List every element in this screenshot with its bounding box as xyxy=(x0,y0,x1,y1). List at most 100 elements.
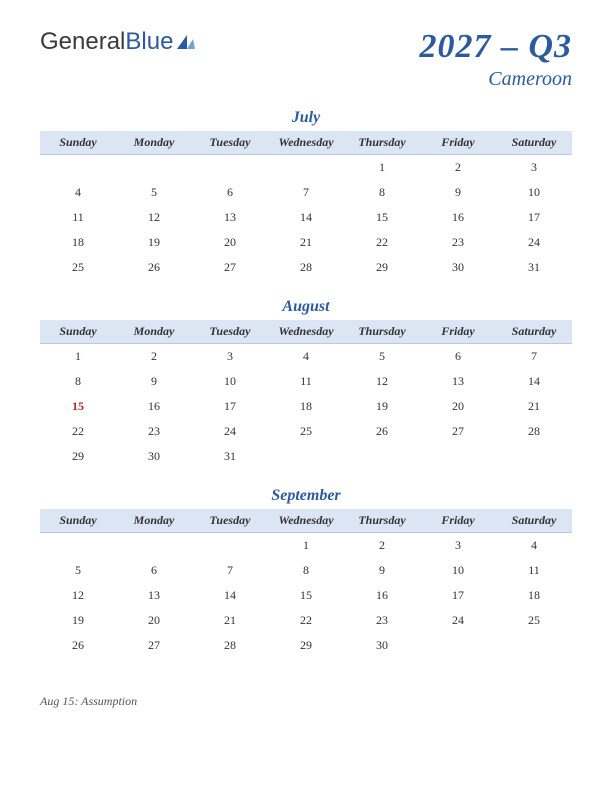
calendar-cell: 16 xyxy=(420,205,496,230)
calendar-row: 1234567 xyxy=(40,344,572,370)
calendar-cell: 29 xyxy=(344,255,420,280)
holiday-notes: Aug 15: Assumption xyxy=(0,676,612,727)
calendar-cell: 20 xyxy=(116,608,192,633)
calendar-cell: 1 xyxy=(40,344,116,370)
calendar-cell: 5 xyxy=(116,180,192,205)
calendar-cell: 8 xyxy=(268,558,344,583)
calendar-cell: 30 xyxy=(116,444,192,469)
day-header: Friday xyxy=(420,131,496,155)
day-header: Wednesday xyxy=(268,509,344,533)
calendar-cell: 29 xyxy=(268,633,344,658)
day-header: Thursday xyxy=(344,131,420,155)
calendar-cell: 15 xyxy=(344,205,420,230)
calendar-row: 891011121314 xyxy=(40,369,572,394)
header: GeneralBlue 2027 – Q3 Cameroon xyxy=(0,0,612,101)
calendar-row: 45678910 xyxy=(40,180,572,205)
calendar-cell xyxy=(116,533,192,559)
calendar-table: SundayMondayTuesdayWednesdayThursdayFrid… xyxy=(40,131,572,280)
calendar-cell: 30 xyxy=(344,633,420,658)
calendar-cell: 22 xyxy=(40,419,116,444)
calendar-cell xyxy=(420,444,496,469)
calendar-cell: 17 xyxy=(192,394,268,419)
calendar-cell: 30 xyxy=(420,255,496,280)
day-header: Saturday xyxy=(496,131,572,155)
calendar-row: 12131415161718 xyxy=(40,583,572,608)
month-block: AugustSundayMondayTuesdayWednesdayThursd… xyxy=(40,298,572,469)
calendar-cell: 22 xyxy=(344,230,420,255)
calendar-cell: 23 xyxy=(420,230,496,255)
calendar-row: 22232425262728 xyxy=(40,419,572,444)
calendar-cell: 28 xyxy=(268,255,344,280)
calendar-cell: 3 xyxy=(496,155,572,181)
calendar-cell: 18 xyxy=(40,230,116,255)
day-header: Saturday xyxy=(496,509,572,533)
calendar-table: SundayMondayTuesdayWednesdayThursdayFrid… xyxy=(40,320,572,469)
logo: GeneralBlue xyxy=(40,28,197,56)
calendar-cell: 17 xyxy=(420,583,496,608)
calendar-cell: 26 xyxy=(116,255,192,280)
calendar-cell: 1 xyxy=(344,155,420,181)
calendar-cell: 17 xyxy=(496,205,572,230)
calendar-row: 123 xyxy=(40,155,572,181)
calendar-cell xyxy=(496,444,572,469)
calendar-cell: 16 xyxy=(344,583,420,608)
calendar-cell: 21 xyxy=(192,608,268,633)
calendar-cell: 18 xyxy=(268,394,344,419)
months-container: JulySundayMondayTuesdayWednesdayThursday… xyxy=(0,101,612,658)
calendar-cell: 2 xyxy=(116,344,192,370)
calendar-cell: 11 xyxy=(268,369,344,394)
day-header: Friday xyxy=(420,509,496,533)
logo-text-2: Blue xyxy=(125,28,173,56)
calendar-cell: 4 xyxy=(268,344,344,370)
day-header: Sunday xyxy=(40,509,116,533)
calendar-cell: 31 xyxy=(192,444,268,469)
calendar-cell: 24 xyxy=(192,419,268,444)
calendar-cell: 12 xyxy=(344,369,420,394)
calendar-cell: 4 xyxy=(40,180,116,205)
calendar-cell xyxy=(420,633,496,658)
calendar-cell: 6 xyxy=(116,558,192,583)
calendar-cell: 21 xyxy=(268,230,344,255)
calendar-table: SundayMondayTuesdayWednesdayThursdayFrid… xyxy=(40,509,572,658)
day-header: Tuesday xyxy=(192,131,268,155)
month-block: JulySundayMondayTuesdayWednesdayThursday… xyxy=(40,109,572,280)
calendar-row: 11121314151617 xyxy=(40,205,572,230)
calendar-cell: 15 xyxy=(40,394,116,419)
calendar-cell: 9 xyxy=(344,558,420,583)
calendar-cell: 2 xyxy=(420,155,496,181)
logo-text-1: General xyxy=(40,28,125,56)
calendar-cell: 7 xyxy=(496,344,572,370)
calendar-cell: 11 xyxy=(496,558,572,583)
calendar-row: 19202122232425 xyxy=(40,608,572,633)
calendar-cell xyxy=(344,444,420,469)
title-block: 2027 – Q3 Cameroon xyxy=(419,28,572,91)
calendar-cell: 18 xyxy=(496,583,572,608)
calendar-cell: 20 xyxy=(192,230,268,255)
calendar-cell: 3 xyxy=(192,344,268,370)
day-header: Thursday xyxy=(344,509,420,533)
calendar-cell: 31 xyxy=(496,255,572,280)
calendar-cell: 10 xyxy=(496,180,572,205)
calendar-cell: 3 xyxy=(420,533,496,559)
calendar-row: 567891011 xyxy=(40,558,572,583)
calendar-cell: 27 xyxy=(420,419,496,444)
calendar-cell: 26 xyxy=(344,419,420,444)
calendar-cell: 16 xyxy=(116,394,192,419)
calendar-cell: 28 xyxy=(496,419,572,444)
day-header: Thursday xyxy=(344,320,420,344)
calendar-cell: 27 xyxy=(192,255,268,280)
month-block: SeptemberSundayMondayTuesdayWednesdayThu… xyxy=(40,487,572,658)
calendar-cell: 13 xyxy=(420,369,496,394)
calendar-cell xyxy=(268,444,344,469)
calendar-row: 2627282930 xyxy=(40,633,572,658)
logo-icon xyxy=(175,31,197,53)
day-header: Saturday xyxy=(496,320,572,344)
day-header: Tuesday xyxy=(192,509,268,533)
calendar-cell: 19 xyxy=(116,230,192,255)
calendar-cell: 23 xyxy=(116,419,192,444)
calendar-cell xyxy=(192,155,268,181)
calendar-cell: 24 xyxy=(496,230,572,255)
calendar-cell: 13 xyxy=(192,205,268,230)
calendar-cell: 21 xyxy=(496,394,572,419)
calendar-row: 15161718192021 xyxy=(40,394,572,419)
